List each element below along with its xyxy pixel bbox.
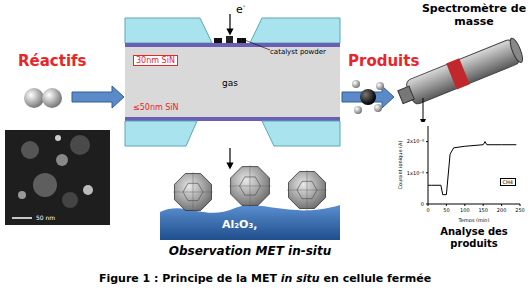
svg-text:1x10⁻⁹: 1x10⁻⁹ (407, 170, 424, 176)
svg-text:Temps (min): Temps (min) (458, 217, 490, 222)
svg-text:0: 0 (421, 201, 424, 207)
html-text:Observation MET in-situ: Observation MET in-situ (168, 244, 332, 258)
html-text:Al₂O₃,: Al₂O₃, (222, 218, 258, 231)
svg-text:200: 200 (497, 207, 507, 213)
svg-text:0: 0 (426, 207, 429, 213)
html-text:Spectromètre de masse: Spectromètre de masse (421, 2, 527, 28)
svg-text:250: 250 (515, 207, 522, 213)
svg-text:Courant ionique (A): Courant ionique (A) (397, 141, 404, 190)
html-text:30nm SiN: 30nm SiN (136, 56, 175, 65)
html-text:gas: gas (222, 78, 238, 88)
html-text:Produits: Produits (348, 52, 420, 70)
svg-text:100: 100 (460, 207, 470, 213)
svg-text:150: 150 (478, 207, 488, 213)
svg-text:50 nm: 50 nm (36, 214, 55, 221)
html-text:Figure 1 : Principe de la MET: Figure 1 : Principe de la MET in situ en… (98, 272, 432, 285)
html-text:catalyst powder: catalyst powder (270, 48, 326, 56)
html-text:≤50nm SiN: ≤50nm SiN (133, 103, 179, 112)
svg-text:50: 50 (443, 207, 449, 213)
html-text:Réactifs: Réactifs (18, 52, 87, 70)
svg-text:2x10⁻⁹: 2x10⁻⁹ (407, 138, 424, 144)
html-text:Analyse des produits: Analyse des produits (440, 226, 508, 249)
html-text:CH4: CH4 (502, 179, 513, 185)
html-text:e-: e- (236, 2, 246, 16)
